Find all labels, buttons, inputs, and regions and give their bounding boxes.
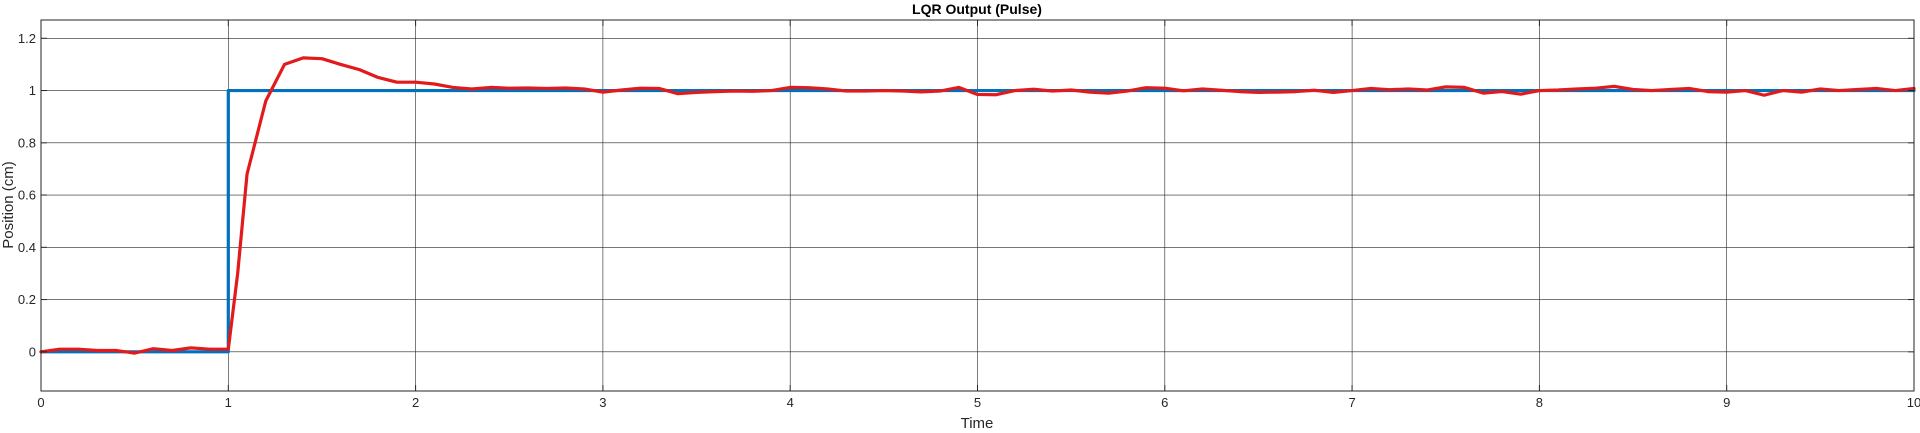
x-tick-label: 0 [37,395,44,410]
series-layer [39,56,1916,355]
y-tick-label: 1 [29,83,36,98]
y-tick-labels: 0 0.2 0.4 0.6 0.8 1 1.2 [18,31,36,360]
series-line-2 [39,56,1916,355]
x-tick-label: 5 [974,395,981,410]
y-tick-label: 0.4 [18,240,36,255]
y-axis-label: Position (cm) [0,161,17,249]
chart-title: LQR Output (Pulse) [912,1,1042,17]
x-tick-label: 3 [599,395,606,410]
y-tick-label: 0.6 [18,188,36,203]
x-tick-label: 9 [1723,395,1730,410]
x-tick-label: 6 [1161,395,1168,410]
x-tick-label: 10 [1907,395,1920,410]
x-tick-label: 7 [1348,395,1355,410]
x-tick-label: 8 [1536,395,1543,410]
y-tick-label: 1.2 [18,31,36,46]
x-tick-labels: 0 1 2 3 4 5 6 7 8 9 10 [37,395,1920,410]
ticks [40,20,1915,391]
y-tick-label: 0.8 [18,135,36,150]
x-axis-label: Time [961,415,994,432]
x-tick-label: 1 [225,395,232,410]
x-tick-label: 4 [787,395,794,410]
y-tick-label: 0 [29,344,36,359]
x-tick-label: 2 [412,395,419,410]
y-tick-label: 0.2 [18,292,36,307]
